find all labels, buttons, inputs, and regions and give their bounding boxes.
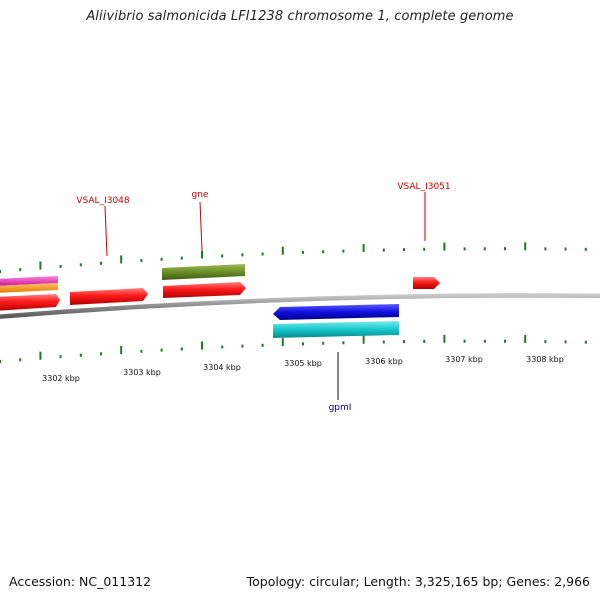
gene-feature-gne[interactable] [162, 264, 245, 280]
tick-label-3305: 3305 kbp [284, 359, 322, 368]
gene-feature-magenta [0, 276, 58, 286]
tick-label-3303: 3303 kbp [123, 368, 161, 377]
tick-label-3306: 3306 kbp [365, 357, 403, 366]
leader-line-vsal-i3048 [104, 205, 108, 257]
gene-feature-left-red [0, 294, 60, 311]
gene-feature-red-near-gne [163, 282, 246, 298]
map-title: Aliivibrio salmonicida LFI1238 chromosom… [86, 9, 514, 24]
gene-label-gpml[interactable]: gpmI [329, 403, 352, 413]
inner-tick-row [0, 334, 587, 363]
tick-label-3307: 3307 kbp [445, 355, 483, 364]
tick-label-3308: 3308 kbp [526, 355, 564, 364]
gene-label-vsal-i3051[interactable]: VSAL_I3051 [397, 182, 450, 192]
gene-feature-cyan [273, 321, 399, 338]
gene-feature-gpml[interactable] [273, 304, 399, 320]
accession-label: Accession: NC_011312 [9, 574, 152, 589]
tick-label-3302: 3302 kbp [42, 374, 80, 383]
gene-label-vsal-i3048[interactable]: VSAL_I3048 [76, 196, 130, 206]
gene-feature-orange [0, 283, 58, 293]
chromosome-backbone [0, 293, 600, 319]
gene-label-gne[interactable]: gne [192, 190, 209, 200]
leader-line-gne [199, 201, 203, 251]
tick-label-3304: 3304 kbp [203, 363, 241, 372]
gene-feature-vsal-i3051[interactable] [413, 277, 440, 289]
gene-feature-vsal-i3048[interactable] [70, 288, 148, 305]
outer-tick-row [0, 242, 587, 273]
topology-summary: Topology: circular; Length: 3,325,165 bp… [246, 574, 590, 589]
